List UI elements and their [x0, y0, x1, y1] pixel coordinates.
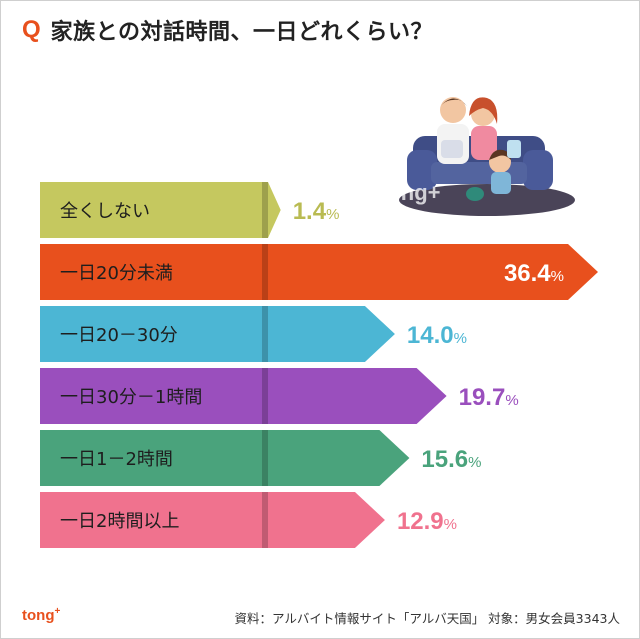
category-label: 一日1－2時間	[60, 449, 173, 470]
category-label: 一日20－30分	[60, 325, 178, 346]
title-text: 家族との対話時間、一日どれくらい？	[50, 20, 433, 45]
bar	[268, 368, 447, 424]
bar-joint	[262, 182, 268, 238]
rug-icon	[399, 184, 575, 216]
value-label: 36.4%	[504, 260, 564, 287]
bar-row: 一日20分未満 36.4%	[40, 244, 598, 300]
bar-joint	[262, 368, 268, 424]
father-icon	[440, 97, 466, 123]
watermark: tong+	[380, 180, 441, 205]
chart-title: Q 家族との対話時間、一日どれくらい？	[22, 14, 433, 46]
value-label: 15.6%	[421, 446, 481, 473]
category-panel	[40, 306, 262, 362]
bar-joint	[262, 244, 268, 300]
bar-row: 一日20－30分 14.0%	[40, 306, 467, 362]
bar-row: 全くしない 1.4%	[40, 182, 339, 238]
bar	[268, 306, 395, 362]
source-note: 資料：アルバイト情報サイト「アルバ天国」 対象：男女会員3343人	[234, 611, 620, 626]
category-label: 一日30分－1時間	[60, 387, 202, 408]
bar-joint	[262, 306, 268, 362]
category-label: 一日20分未満	[60, 263, 173, 284]
bar-joint	[262, 492, 268, 548]
bar	[268, 430, 410, 486]
value-label: 1.4%	[293, 198, 340, 225]
category-panel	[40, 492, 262, 548]
category-panel	[40, 244, 262, 300]
category-panel	[40, 182, 262, 238]
category-panel	[40, 430, 262, 486]
family-sofa-illustration	[399, 97, 575, 216]
category-label: 全くしない	[60, 201, 150, 222]
value-label: 12.9%	[397, 508, 457, 535]
bar	[268, 182, 281, 238]
category-panel	[40, 368, 262, 424]
value-label: 19.7%	[459, 384, 519, 411]
category-label: 一日2時間以上	[60, 511, 179, 532]
bar-row: 一日30分－1時間 19.7%	[40, 368, 519, 424]
brand-logo: tong+	[22, 606, 61, 624]
bar-joint	[262, 430, 268, 486]
bar-row: 一日2時間以上 12.9%	[40, 492, 457, 548]
bar	[268, 244, 598, 300]
value-label: 14.0%	[407, 322, 467, 349]
bar-row: 一日1－2時間 15.6%	[40, 430, 481, 486]
question-mark: Q	[22, 16, 41, 43]
bar	[268, 492, 385, 548]
